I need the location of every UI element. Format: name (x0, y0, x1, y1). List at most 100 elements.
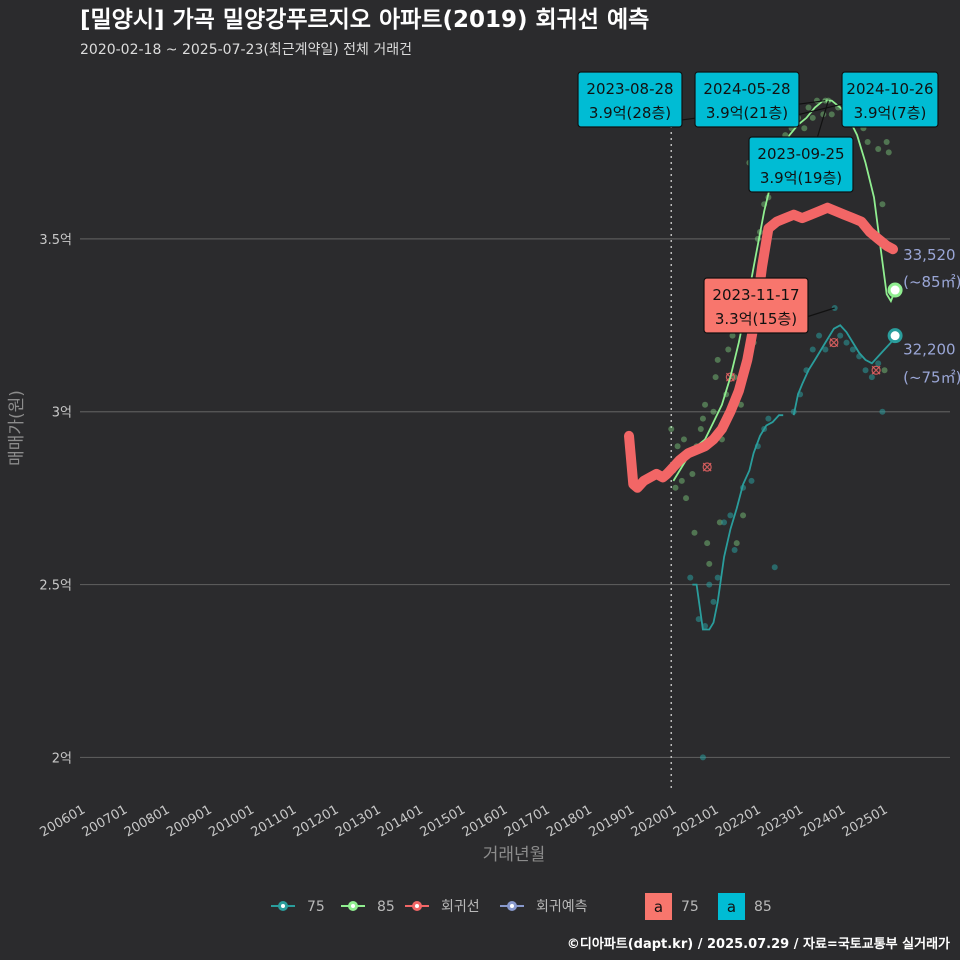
legend-marker-dot (281, 904, 285, 908)
legend-label-text: 75 (681, 899, 699, 915)
scatter-point-75 (699, 754, 706, 761)
crossed-point-cross (702, 462, 712, 472)
annotation-box (694, 71, 800, 128)
scatter-point-75 (816, 332, 823, 339)
scatter-point-85 (668, 426, 675, 432)
scatter-point-75 (727, 512, 734, 519)
scatter-point-75 (702, 623, 709, 630)
annotation-box (703, 277, 809, 334)
forecast-area-label: (~85㎡) (903, 273, 960, 291)
scatter-point-75 (849, 346, 856, 353)
scatter-point-85 (805, 104, 812, 111)
crossed-point-ring (702, 462, 712, 472)
y-tick-label: 2.5억 (39, 579, 72, 594)
scatter-point-85 (809, 114, 816, 121)
scatter-point-85 (704, 540, 711, 547)
scatter-point-85 (691, 529, 698, 536)
y-tick-label: 3억 (52, 406, 72, 421)
scatter-point-85 (714, 356, 721, 363)
series-line-85 (672, 99, 896, 482)
scatter-point-85 (678, 477, 685, 484)
chart-title: [밀양시] 가곡 밀양강푸르지오 아파트(2019) 회귀선 예측 (80, 7, 649, 33)
scatter-point-75 (710, 598, 717, 605)
legend-label-text: 85 (754, 899, 772, 915)
scatter-point-85 (683, 495, 690, 502)
scatter-point-75 (687, 574, 694, 581)
scatter-point-85 (883, 139, 890, 146)
annotation-price: 3.9억(19층) (760, 169, 842, 187)
scatter-point-75 (721, 519, 728, 526)
scatter-point-85 (706, 560, 713, 567)
scatter-point-75 (714, 574, 721, 581)
annotation-box (748, 136, 854, 193)
crossed-point-ring (871, 365, 881, 375)
scatter-point-75 (771, 564, 778, 571)
scatter-point-85 (672, 484, 679, 491)
annotation-date: 2023-09-25 (757, 145, 844, 163)
annotation-price: 3.3억(15층) (715, 310, 797, 328)
x-axis-label: 거래년월 (483, 845, 546, 865)
scatter-point-85 (881, 367, 888, 374)
forecast-value-label: 33,520 (903, 246, 956, 264)
credit-text: ©디아파트(dapt.kr) / 2025.07.29 / 자료=국토교통부 실… (567, 936, 950, 952)
annotation-date: 2024-10-26 (846, 80, 933, 98)
y-axis-label: 매매가(원) (7, 390, 27, 466)
scatter-points (668, 97, 892, 761)
scatter-point-75 (731, 547, 738, 553)
annotation-date: 2023-11-17 (712, 286, 799, 304)
scatter-point-85 (740, 512, 747, 519)
annotation-box (841, 71, 939, 128)
scatter-point-85 (875, 145, 882, 152)
forecast-point-75 (887, 328, 903, 344)
regression-line (624, 202, 898, 493)
y-tick-label: 3.5억 (39, 233, 72, 248)
scatter-point-85 (689, 470, 696, 477)
legend-label-75: 75 (307, 899, 325, 915)
scatter-point-75 (843, 339, 850, 346)
y-tick-label: 2억 (52, 751, 72, 766)
scatter-point-75 (809, 346, 816, 353)
scatter-point-85 (716, 519, 723, 526)
annotation-price: 3.9억(21층) (706, 104, 788, 122)
scatter-point-85 (828, 111, 835, 118)
crossed-point-ring (725, 372, 735, 382)
scatter-point-85 (702, 401, 709, 408)
scatter-point-75 (875, 360, 882, 367)
scatter-point-85 (801, 125, 808, 132)
legend-label-85: 85 (377, 899, 395, 915)
scatter-point-85 (674, 443, 681, 450)
legend-label-regression: 회귀선 (441, 899, 480, 915)
scatter-point-85 (813, 97, 820, 104)
forecast-area-label: (~75㎡) (903, 369, 960, 387)
scatter-point-85 (729, 332, 736, 339)
series-line-75 (692, 414, 784, 631)
crossed-point-ring (829, 337, 839, 348)
scatter-point-75 (706, 581, 713, 588)
scatter-point-75 (765, 415, 772, 422)
scatter-point-75 (822, 346, 829, 353)
scatter-point-75 (879, 408, 886, 415)
chart-subtitle: 2020-02-18 ~ 2025-07-23(최근계약일) 전체 거래건 (80, 42, 412, 58)
legend-label-glyph: a (727, 898, 736, 916)
annotation-price: 3.9억(28층) (589, 104, 671, 122)
scatter-point-75 (862, 367, 869, 374)
series-lines: 33,520 (~85㎡) 32,200 (~75㎡) (624, 99, 960, 631)
grid-lines (80, 126, 950, 792)
legend-marker-dot (415, 904, 419, 908)
scatter-point-75 (868, 374, 875, 381)
crossed-point-cross (829, 338, 839, 347)
scatter-point-75 (695, 616, 702, 623)
legend-label-swatch (645, 893, 672, 920)
scatter-point-85 (864, 139, 871, 146)
annotation-date: 2023-08-28 (586, 80, 673, 98)
scatter-point-85 (879, 201, 886, 208)
legend-label-forecast: 회귀예측 (536, 899, 588, 915)
annotation-box (577, 71, 683, 128)
scatter-point-75 (748, 477, 755, 484)
forecast-point-85 (887, 282, 903, 298)
legend: 75 85 회귀선 회귀예측 a 75 a 85 (271, 893, 772, 920)
annotations: 2023-08-28 3.9억(28층) 2024-05-28 3.9억(21층) 20… (577, 71, 939, 334)
scatter-point-85 (680, 436, 687, 443)
